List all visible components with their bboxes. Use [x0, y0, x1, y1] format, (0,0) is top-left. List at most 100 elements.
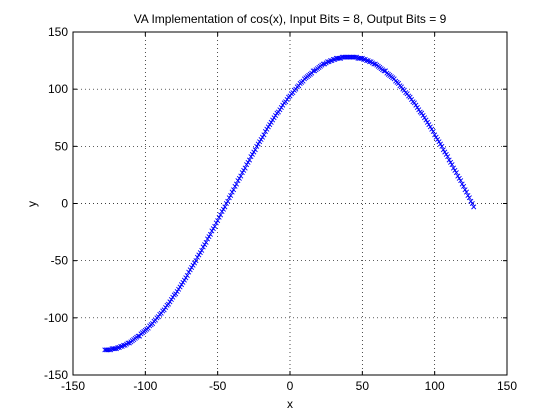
- data-point: [209, 228, 215, 234]
- data-point: [246, 157, 253, 163]
- data-point: [238, 173, 244, 179]
- data-point: [121, 342, 127, 348]
- data-point: [219, 208, 225, 215]
- data-point: [194, 254, 200, 260]
- y-tick-label: 150: [48, 25, 68, 39]
- data-point: [173, 291, 179, 297]
- x-tick-label: 100: [425, 379, 445, 393]
- data-point: [213, 220, 219, 226]
- data-point: [180, 279, 186, 285]
- y-tick-label: 50: [55, 139, 69, 153]
- data-point: [432, 132, 438, 138]
- data-point: [367, 59, 373, 65]
- data-point: [196, 252, 202, 258]
- data-point: [235, 178, 241, 184]
- data-point: [413, 102, 419, 108]
- data-point: [193, 258, 199, 264]
- x-tick-label: -150: [61, 379, 85, 393]
- y-tick-label: -50: [51, 254, 69, 268]
- data-point: [112, 346, 118, 352]
- data-point: [106, 347, 112, 353]
- data-point: [197, 250, 203, 256]
- data-point: [465, 192, 471, 199]
- data-point: [371, 61, 377, 67]
- data-point: [271, 115, 277, 121]
- y-tick-label: 0: [61, 197, 68, 211]
- data-point: [270, 117, 276, 123]
- data-point: [176, 286, 182, 292]
- data-point: [236, 175, 242, 181]
- ticks: -150 -100 -50 0 50 100 150 -150 -100 -50 0 50 100 150: [44, 25, 517, 393]
- data-point: [440, 147, 446, 153]
- data-point: [468, 198, 474, 204]
- data-point: [257, 139, 263, 145]
- data-point: [275, 109, 281, 115]
- data-point: [216, 214, 222, 220]
- data-point: [443, 151, 449, 157]
- data-point: [167, 299, 173, 305]
- data-point: [459, 181, 465, 187]
- data-point: [364, 58, 370, 64]
- data-point: [118, 343, 124, 349]
- data-point: [200, 244, 206, 250]
- data-point: [218, 212, 224, 218]
- data-point: [455, 173, 461, 179]
- data-point: [226, 195, 232, 201]
- data-point: [423, 117, 429, 123]
- data-point: [261, 132, 267, 138]
- data-point: [463, 189, 470, 195]
- data-point: [190, 262, 196, 268]
- data-point: [325, 59, 331, 65]
- data-point: [203, 239, 209, 245]
- data-point: [192, 260, 198, 266]
- data-point: [469, 200, 475, 207]
- data-point: [430, 128, 436, 134]
- data-point: [449, 162, 455, 168]
- data-point: [187, 267, 193, 273]
- data-point: [458, 178, 464, 184]
- data-point: [422, 115, 428, 121]
- data-point: [181, 277, 187, 283]
- data-point: [265, 124, 271, 130]
- data-point: [427, 124, 433, 130]
- data-point: [358, 55, 364, 61]
- data-point: [262, 128, 268, 134]
- x-tick-label: -50: [209, 379, 227, 393]
- data-point: [450, 165, 456, 171]
- data-point: [278, 104, 284, 110]
- data-point: [254, 143, 260, 149]
- data-point: [268, 119, 274, 125]
- data-point: [229, 189, 235, 195]
- data-point: [419, 110, 425, 116]
- data-point: [125, 340, 131, 346]
- data-point: [407, 94, 413, 100]
- data-point: [461, 183, 467, 189]
- data-point: [446, 157, 452, 163]
- data-point: [456, 175, 462, 181]
- data-point: [452, 167, 458, 173]
- data-point: [220, 206, 226, 212]
- data-point: [244, 162, 250, 168]
- data-point: [252, 147, 258, 153]
- series-markers: [102, 54, 477, 353]
- data-point: [178, 282, 185, 288]
- data-point: [424, 119, 430, 125]
- data-point: [202, 242, 208, 248]
- data-point: [207, 231, 213, 237]
- data-point: [233, 181, 239, 187]
- data-point: [225, 198, 231, 204]
- data-point: [330, 56, 336, 62]
- data-point: [184, 273, 190, 279]
- data-point: [189, 265, 195, 271]
- data-point: [436, 139, 442, 145]
- data-point: [251, 149, 257, 155]
- data-point: [231, 187, 237, 193]
- data-point: [471, 204, 477, 210]
- data-series: [102, 54, 477, 353]
- data-point: [258, 136, 264, 142]
- data-point: [264, 126, 270, 132]
- data-point: [206, 234, 212, 240]
- data-point: [205, 236, 211, 242]
- data-point: [320, 61, 326, 67]
